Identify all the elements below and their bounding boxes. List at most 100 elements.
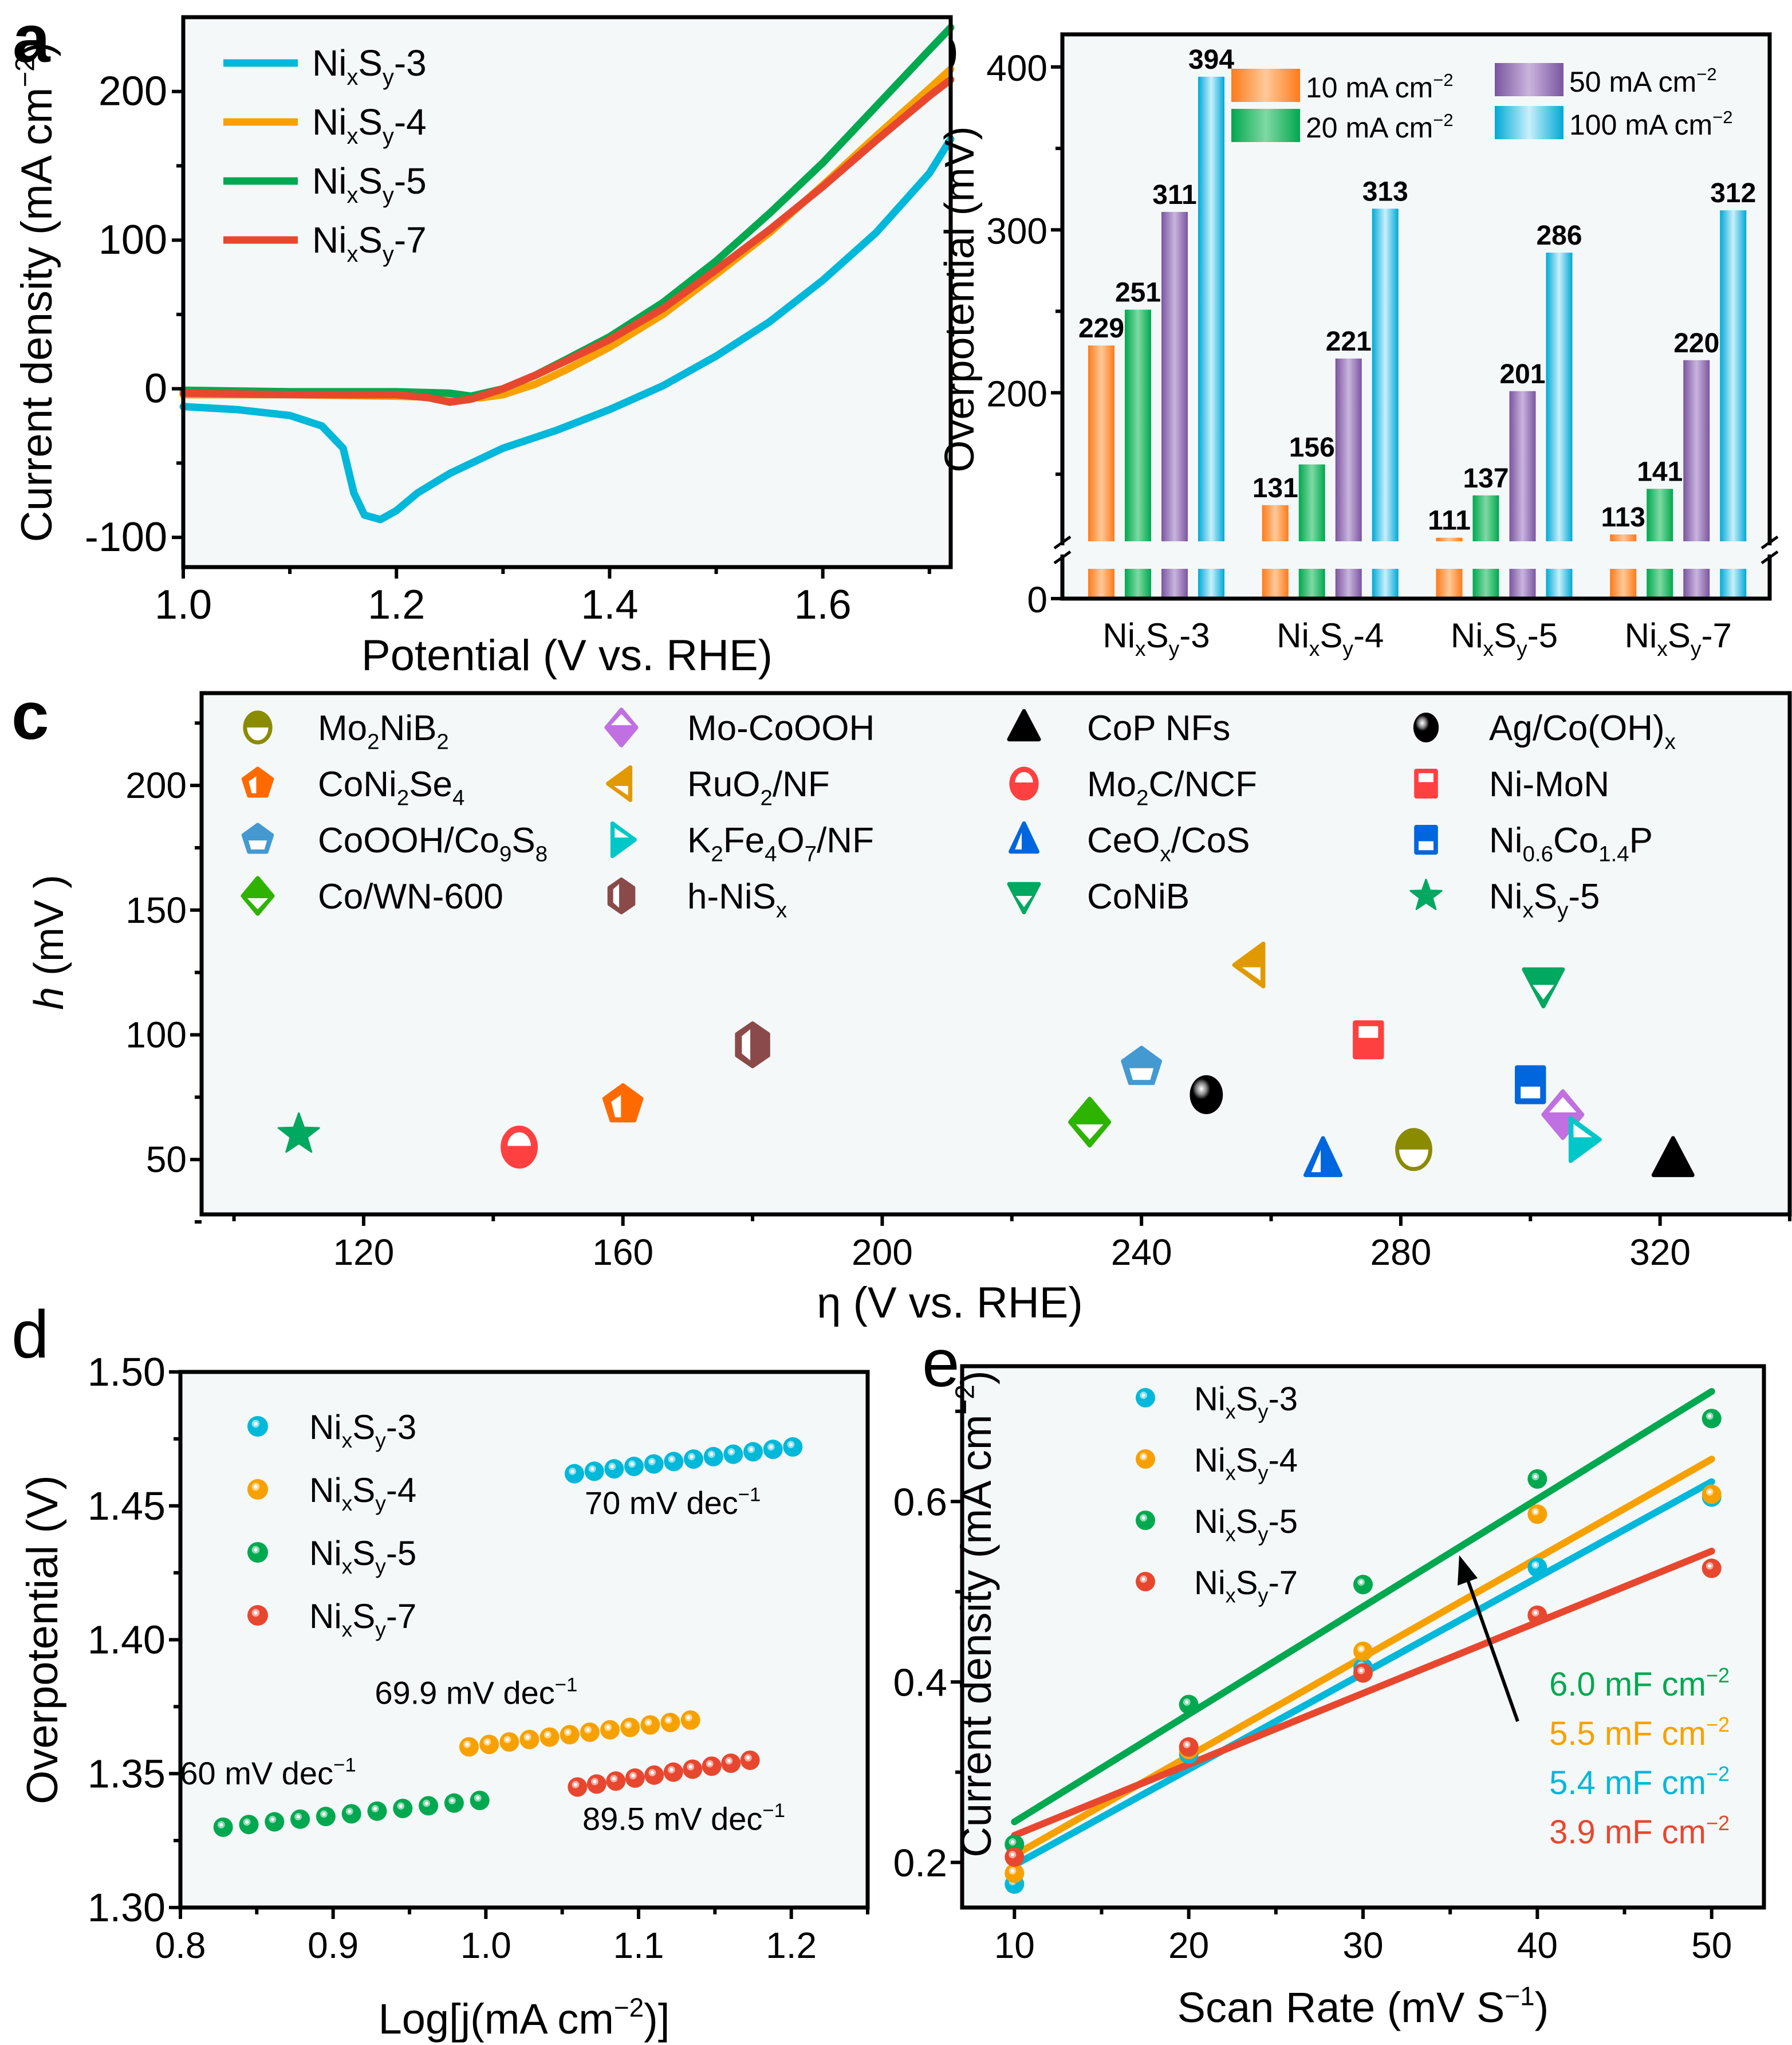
text-part: O	[777, 821, 804, 860]
marker-Ni-MoN	[1414, 769, 1438, 799]
legend-label-Ni0.6Co1.4P: Ni0.6Co1.4P	[1489, 821, 1653, 867]
marker-hole	[1076, 1124, 1104, 1140]
data-point-NixSy-7-shine	[708, 1761, 712, 1766]
marker-hole	[611, 1095, 621, 1118]
text-part: Ni	[1489, 821, 1523, 860]
data-point-NixSy-5-shine	[1359, 1580, 1363, 1584]
text-part: Ni	[1194, 1381, 1226, 1418]
axis-break-mark	[1053, 535, 1072, 550]
text-part: S	[1236, 1442, 1258, 1479]
text-part: Ni	[1489, 877, 1523, 917]
marker-shape	[1413, 713, 1439, 742]
data-point-NixSy-4-shine	[606, 1725, 610, 1729]
text-part: CoNi	[318, 765, 397, 804]
text-part: CoP NFs	[1087, 709, 1230, 748]
marker-CoOOH/Co9S8	[1121, 1045, 1162, 1086]
marker-CoNiB	[1522, 967, 1565, 1009]
data-point-NixSy-4-shine	[687, 1716, 691, 1720]
tafel-slope-label-NixSy-7: 89.5 mV dec−1	[582, 1800, 785, 1836]
text-part: y	[1258, 1461, 1268, 1485]
text-part: -4	[1353, 616, 1384, 655]
text-part: Ni	[1194, 1503, 1226, 1540]
y-tick-label: 0.6	[893, 1480, 947, 1524]
text-part: )	[1535, 1984, 1549, 2031]
bar-1-3	[1372, 209, 1399, 541]
y-tick-label: 400	[986, 48, 1047, 89]
data-point-NixSy-4-shine	[525, 1735, 530, 1739]
text-part: y	[1557, 898, 1569, 923]
y-tick-label: 100	[99, 217, 167, 263]
text-part: y	[375, 1617, 386, 1641]
legend-label-NixSy-5: NixSy-5	[1489, 877, 1600, 923]
data-point-NixSy-3-shine	[749, 1448, 753, 1452]
capacitance-label-NixSy-4: 5.5 mF cm−2	[1549, 1713, 1730, 1752]
panel-b-overpotential-bar-chart: 229 251 311 394 131 156 221 313 111 137 201 286 113 1…	[937, 32, 1779, 660]
data-point-NixSy-7-shine	[573, 1783, 577, 1787]
marker-hole	[1311, 1150, 1321, 1173]
bar-base-3-2	[1683, 569, 1710, 599]
text-part: )	[13, 42, 61, 56]
text-part: x	[346, 65, 358, 90]
y-tick-label: 200	[125, 765, 187, 806]
text-part: 2	[436, 730, 448, 754]
x-tick-label: 160	[592, 1232, 653, 1273]
bar-2-3	[1546, 253, 1573, 541]
marker-hole	[1521, 1086, 1541, 1099]
y-tick-label: 200	[986, 373, 1047, 415]
text-part: S	[352, 1534, 375, 1572]
data-point-NixSy-7-shine	[1708, 1564, 1712, 1568]
text-part: Log[j(mA cm	[379, 1995, 614, 2043]
text-part: )	[952, 1370, 1000, 1385]
marker-hole	[507, 1132, 531, 1146]
x-tick-label: 200	[852, 1232, 913, 1273]
legend-marker-NixSy-3-shine	[254, 1422, 258, 1426]
series-line-NixSy-3	[179, 135, 955, 524]
text-part: /CoS	[1171, 821, 1250, 860]
text-part: y	[383, 183, 394, 208]
text-part: 3.9 mF cm	[1549, 1814, 1706, 1851]
data-point-NixSy-5-shine	[348, 1810, 352, 1814]
x-axis-label: Scan Rate (mV S−1)	[1177, 1981, 1549, 2031]
data-point-NixSy-7-shine	[650, 1771, 654, 1775]
bar-base-1-0	[1262, 569, 1289, 599]
bar-base-0-2	[1161, 569, 1188, 599]
data-point-NixSy-3-shine	[650, 1460, 654, 1464]
marker-shape	[241, 876, 275, 916]
bar-value-label: 221	[1326, 327, 1372, 357]
legend-label-2: 50 mA cm−2	[1569, 64, 1717, 98]
panel-a-lsv-chart: 1.0 1.2 1.4 1.6 -100 0 100 200 Potential (V vs. …	[10, 15, 955, 680]
text-part: 5.5 mF cm	[1549, 1715, 1706, 1752]
bar-base-1-2	[1335, 569, 1362, 599]
legend-label-3: 100 mA cm−2	[1569, 107, 1732, 141]
bar-3-2	[1683, 360, 1710, 541]
y-tick-label: 50	[146, 1139, 187, 1180]
bar-1-2	[1335, 358, 1362, 541]
y-tick-label: 1.40	[88, 1618, 166, 1662]
y-tick-label: 0	[144, 366, 167, 412]
text-part: Co/WN-600	[318, 877, 503, 917]
data-point-NixSy-4-shine	[586, 1728, 590, 1732]
y-tick-label: 1.30	[88, 1885, 166, 1930]
data-point-NixSy-3-shine	[769, 1445, 773, 1449]
text-part: Co	[1553, 821, 1598, 860]
marker-hole	[615, 828, 629, 837]
y-tick-label: 1.50	[88, 1350, 166, 1394]
bar-base-2-3	[1546, 569, 1573, 599]
marker-NixSy-5	[277, 1112, 320, 1153]
legend-label-NixSy-5: NixSy-5	[309, 1534, 416, 1578]
x-tick-label: 1.1	[613, 1925, 664, 1966]
marker-shape	[604, 707, 639, 748]
legend-label-CoNi2Se4: CoNi2Se4	[318, 765, 464, 811]
bar-value-label: 111	[1428, 506, 1471, 536]
marker-CoP NFs	[1651, 1136, 1695, 1177]
marker-Mo2C/NCF	[1009, 766, 1039, 801]
marker-shape	[1409, 878, 1443, 910]
legend-marker-NixSy-4-shine	[254, 1485, 258, 1489]
text-part: 50 mA cm	[1569, 66, 1696, 98]
data-point-NixSy-4-shine	[646, 1720, 651, 1725]
bar-base-3-3	[1720, 569, 1747, 599]
x-tick-label: NixSy-5	[1451, 616, 1558, 660]
text-part: −2	[1433, 110, 1453, 130]
bar-base-2-1	[1472, 569, 1499, 599]
bar-value-label: 251	[1115, 278, 1161, 308]
